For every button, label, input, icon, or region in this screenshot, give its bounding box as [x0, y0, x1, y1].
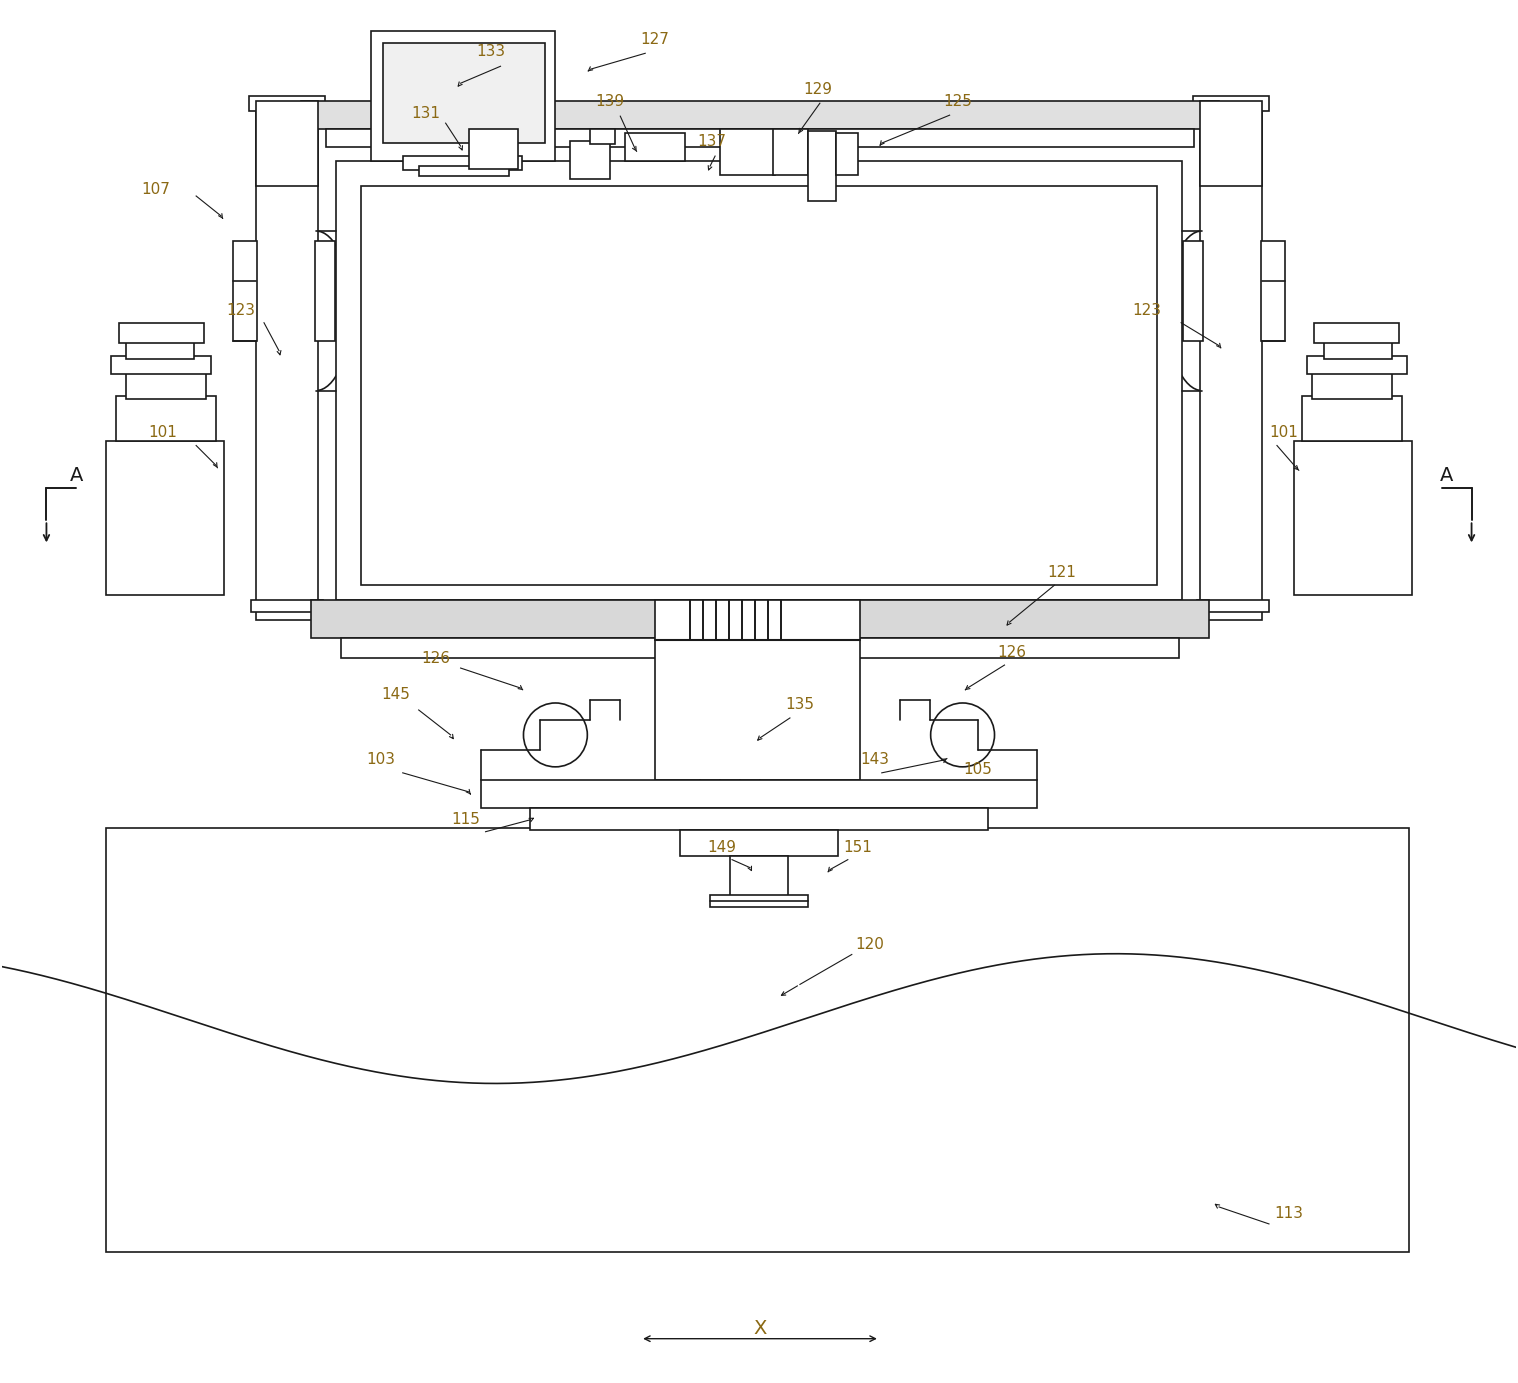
Text: 103: 103	[366, 752, 395, 768]
Text: 113: 113	[1275, 1206, 1304, 1221]
Text: 143: 143	[861, 752, 890, 768]
Text: 135: 135	[785, 697, 815, 712]
Bar	[1307, 355, 1407, 373]
Text: A: A	[1441, 466, 1453, 485]
Bar	[656, 600, 859, 780]
Bar	[1183, 241, 1204, 340]
Text: 126: 126	[997, 644, 1026, 660]
Bar	[1293, 441, 1412, 595]
Text: 125: 125	[943, 94, 972, 109]
Text: 121: 121	[1047, 564, 1076, 579]
Bar	[1324, 340, 1392, 358]
Bar	[469, 129, 519, 169]
Bar	[249, 97, 325, 111]
Text: 123: 123	[1132, 303, 1161, 318]
Bar	[126, 371, 206, 398]
Bar	[680, 830, 838, 856]
Bar	[106, 828, 1409, 1252]
Bar	[419, 166, 509, 176]
Bar	[117, 396, 216, 441]
Bar	[571, 141, 610, 178]
Bar	[126, 340, 194, 358]
Bar	[370, 32, 556, 160]
Bar	[481, 780, 1037, 808]
Bar	[720, 129, 776, 176]
Bar	[1261, 241, 1284, 340]
Bar	[301, 101, 1219, 129]
Bar	[120, 322, 203, 343]
Bar	[1193, 97, 1269, 111]
Text: 127: 127	[641, 32, 669, 47]
Text: 120: 120	[855, 938, 883, 952]
Bar	[530, 808, 988, 830]
Bar	[1198, 600, 1269, 613]
Text: 123: 123	[226, 303, 255, 318]
Bar	[250, 600, 323, 613]
Text: 107: 107	[141, 181, 170, 196]
Text: 115: 115	[451, 812, 480, 827]
Bar	[1302, 396, 1401, 441]
Text: X: X	[753, 1319, 767, 1339]
Bar	[342, 638, 1179, 658]
Text: 145: 145	[381, 687, 410, 703]
Text: 133: 133	[477, 44, 505, 59]
Bar	[361, 187, 1157, 585]
Bar	[1315, 322, 1398, 343]
Bar	[773, 129, 808, 176]
Text: 151: 151	[844, 841, 873, 855]
Bar	[710, 895, 808, 907]
Bar	[808, 131, 836, 201]
Text: 105: 105	[962, 762, 991, 777]
Text: 126: 126	[420, 650, 451, 665]
Bar	[402, 156, 522, 170]
Text: 131: 131	[411, 105, 440, 120]
Bar	[625, 133, 685, 160]
Bar	[1312, 371, 1392, 398]
Bar	[1201, 101, 1261, 187]
Bar	[836, 133, 858, 176]
Bar	[335, 160, 1183, 600]
Bar	[1201, 101, 1261, 620]
Bar	[257, 101, 317, 620]
Bar	[314, 241, 335, 340]
Text: 129: 129	[803, 82, 832, 97]
Bar	[326, 129, 1195, 147]
Bar	[383, 43, 545, 142]
Text: 101: 101	[1269, 425, 1298, 440]
Text: 149: 149	[707, 841, 736, 855]
Text: 101: 101	[149, 425, 178, 440]
Bar	[591, 129, 615, 144]
Bar	[106, 441, 225, 595]
Bar	[311, 600, 1210, 638]
Text: A: A	[70, 466, 83, 485]
Text: 139: 139	[595, 94, 625, 109]
Bar	[257, 101, 317, 187]
Bar	[111, 355, 211, 373]
Bar	[234, 241, 257, 340]
Text: 137: 137	[698, 134, 727, 148]
Bar	[730, 856, 788, 896]
